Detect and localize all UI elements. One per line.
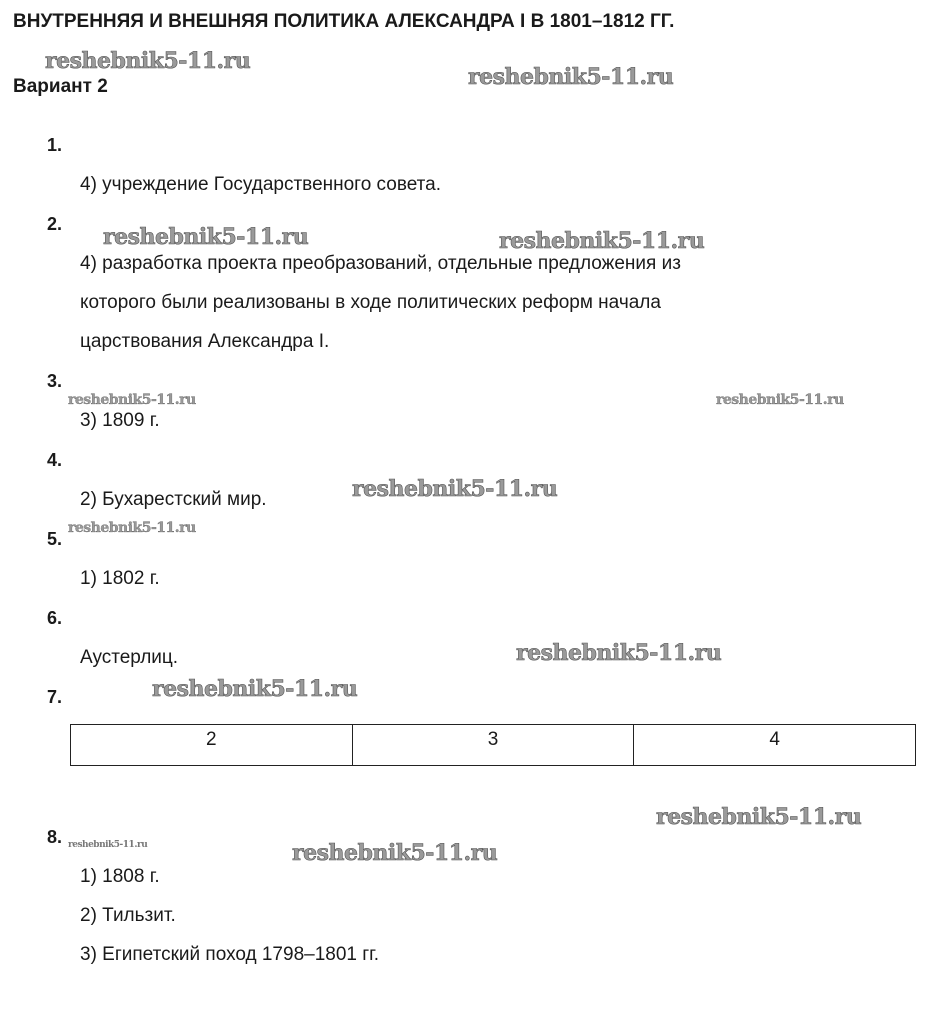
question-number: 6.	[47, 608, 63, 628]
answer-text: которого были реализованы в ходе политич…	[80, 292, 661, 313]
answer-text: 1) 1802 г.	[80, 568, 160, 589]
watermark: reshebnik5-11.ru	[292, 840, 498, 867]
answer-text: 3) 1809 г.	[80, 410, 160, 431]
answer-table: 2 3 4	[70, 724, 916, 766]
page-title: ВНУТРЕННЯЯ И ВНЕШНЯЯ ПОЛИТИКА АЛЕКСАНДРА…	[13, 11, 675, 32]
question-number: 5.	[47, 529, 63, 549]
watermark: reshebnik5-11.ru	[516, 640, 722, 667]
table-cell: 3	[351, 724, 635, 766]
question-number: 2.	[47, 214, 63, 234]
question-number: 1.	[47, 135, 63, 155]
watermark: reshebnik5-11.ru	[499, 228, 705, 255]
question-number: 4.	[47, 450, 63, 470]
watermark: reshebnik5-11.ru	[68, 392, 197, 408]
watermark: reshebnik5-11.ru	[68, 840, 148, 850]
table-cell: 4	[633, 724, 916, 766]
answer-text: Аустерлиц.	[80, 647, 179, 668]
variant-heading: Вариант 2	[13, 76, 108, 97]
question-number: 8.	[47, 827, 63, 847]
answer-text: 2) Бухарестский мир.	[80, 489, 267, 510]
watermark: reshebnik5-11.ru	[45, 48, 251, 75]
table-cell: 2	[70, 724, 353, 766]
watermark: reshebnik5-11.ru	[103, 224, 309, 251]
answer-text: 3) Египетский поход 1798–1801 гг.	[80, 944, 380, 965]
question-number: 7.	[47, 687, 63, 707]
answer-text: 1) 1808 г.	[80, 866, 160, 887]
watermark: reshebnik5-11.ru	[656, 804, 862, 831]
watermark: reshebnik5-11.ru	[152, 676, 358, 703]
watermark: reshebnik5-11.ru	[68, 520, 197, 536]
watermark: reshebnik5-11.ru	[716, 392, 845, 408]
answer-text: 4) разработка проекта преобразований, от…	[80, 253, 681, 274]
question-number: 3.	[47, 371, 63, 391]
answer-text: царствования Александра I.	[80, 331, 330, 352]
answer-text: 4) учреждение Государственного совета.	[80, 174, 441, 195]
answer-text: 2) Тильзит.	[80, 905, 176, 926]
watermark: reshebnik5-11.ru	[468, 64, 674, 91]
watermark: reshebnik5-11.ru	[352, 476, 558, 503]
